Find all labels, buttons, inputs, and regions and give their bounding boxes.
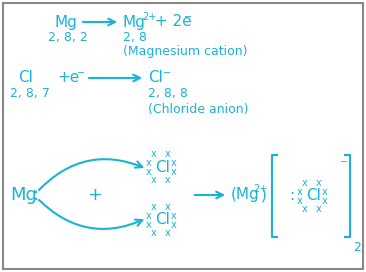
Text: x: x: [146, 211, 152, 221]
Text: x: x: [171, 211, 177, 221]
Text: x: x: [302, 204, 308, 214]
Text: x: x: [171, 220, 177, 230]
Text: +: +: [87, 186, 102, 204]
Text: x: x: [171, 158, 177, 168]
Text: x: x: [316, 178, 322, 188]
Text: −: −: [163, 68, 171, 78]
Text: Cl: Cl: [18, 70, 33, 85]
Text: −: −: [77, 68, 85, 78]
Text: 2+: 2+: [253, 184, 267, 194]
Text: x: x: [165, 202, 171, 212]
Text: 2+: 2+: [142, 12, 156, 22]
Text: Mg: Mg: [123, 14, 146, 29]
Text: 2: 2: [353, 241, 361, 254]
Text: +e: +e: [57, 70, 79, 85]
Text: x: x: [146, 220, 152, 230]
Text: x: x: [297, 187, 303, 197]
Text: (Magnesium cation): (Magnesium cation): [123, 45, 247, 58]
Text: Cl: Cl: [148, 70, 163, 85]
Text: x: x: [165, 149, 171, 159]
Text: (Mg: (Mg: [231, 187, 260, 202]
Text: x: x: [322, 187, 328, 197]
Text: −: −: [184, 12, 192, 22]
Text: x: x: [322, 196, 328, 206]
Text: x: x: [146, 158, 152, 168]
Text: Mg: Mg: [55, 14, 78, 29]
Text: x: x: [165, 175, 171, 185]
Text: 2, 8: 2, 8: [123, 32, 147, 45]
Text: x: x: [171, 167, 177, 177]
Text: −: −: [340, 157, 348, 167]
Text: ): ): [261, 187, 267, 202]
Text: 2, 8, 2: 2, 8, 2: [48, 32, 88, 45]
Text: x: x: [151, 175, 157, 185]
Text: + 2e: + 2e: [150, 14, 192, 29]
Text: x: x: [151, 228, 157, 238]
Text: x: x: [151, 202, 157, 212]
Text: :: :: [290, 188, 295, 203]
Text: Cl: Cl: [156, 212, 171, 227]
Text: 2, 8, 7: 2, 8, 7: [10, 88, 50, 100]
Text: 2, 8, 8: 2, 8, 8: [148, 88, 188, 100]
Text: :: :: [33, 186, 39, 204]
Text: x: x: [146, 167, 152, 177]
Text: x: x: [302, 178, 308, 188]
Text: x: x: [151, 149, 157, 159]
Text: (Chloride anion): (Chloride anion): [148, 103, 249, 116]
Text: x: x: [316, 204, 322, 214]
Text: Mg: Mg: [10, 186, 37, 204]
Text: Cl: Cl: [307, 188, 321, 203]
Text: Cl: Cl: [156, 159, 171, 175]
Text: x: x: [297, 196, 303, 206]
Text: x: x: [165, 228, 171, 238]
